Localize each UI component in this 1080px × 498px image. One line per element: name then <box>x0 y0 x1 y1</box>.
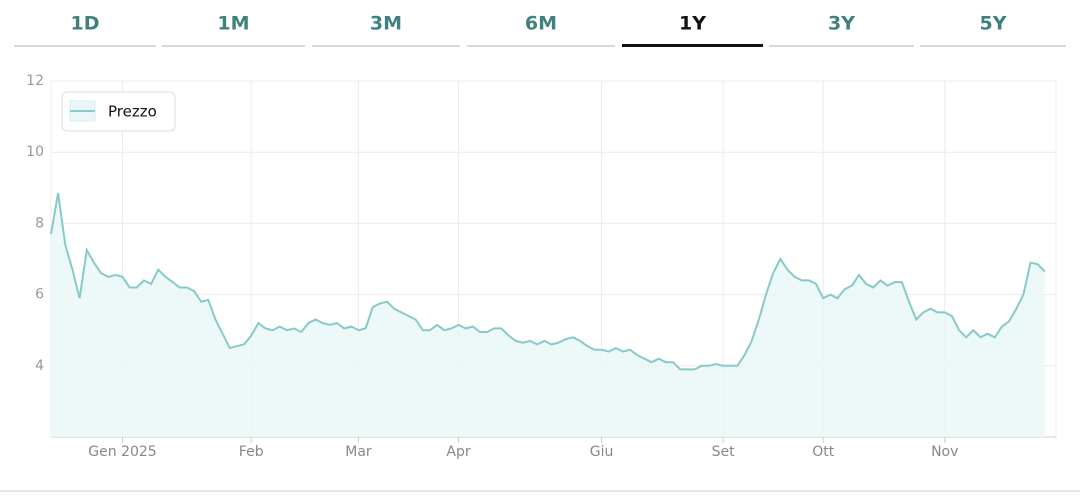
y-tick-label: 12 <box>26 73 44 89</box>
x-tick-label: Mar <box>345 444 372 460</box>
tab-underline[interactable] <box>769 45 914 47</box>
tab-label[interactable]: 5Y <box>980 13 1007 35</box>
tab-underline[interactable] <box>920 45 1066 47</box>
tab-label[interactable]: 6M <box>525 13 557 35</box>
x-tick-label: Ott <box>812 444 835 460</box>
price-line <box>50 192 1046 371</box>
y-tick-label: 6 <box>35 287 44 303</box>
x-tick-label: Gen 2025 <box>88 444 156 460</box>
y-tick-label: 8 <box>35 215 44 231</box>
area <box>51 193 1045 437</box>
tab-underline[interactable] <box>467 45 615 47</box>
tab-underline[interactable] <box>14 45 156 47</box>
legend-label: Prezzo <box>108 103 157 121</box>
tab-label[interactable]: 1Y <box>679 13 706 35</box>
tab-underline[interactable] <box>162 45 305 47</box>
tab-underline[interactable] <box>312 45 460 47</box>
x-tick-label: Giu <box>590 444 614 460</box>
x-tick-label: Feb <box>239 444 264 460</box>
x-tick-label: Nov <box>931 444 958 460</box>
x-tick-label: Set <box>712 444 736 460</box>
x-tick-label: Apr <box>446 444 470 460</box>
tab-label[interactable]: 3Y <box>828 13 855 35</box>
tab-underline[interactable] <box>622 44 763 47</box>
tab-label[interactable]: 1M <box>217 13 249 35</box>
tab-label[interactable]: 1D <box>71 13 100 35</box>
tab-label[interactable]: 3M <box>370 13 402 35</box>
y-tick-label: 4 <box>35 358 44 374</box>
y-tick-label: 10 <box>26 144 44 160</box>
